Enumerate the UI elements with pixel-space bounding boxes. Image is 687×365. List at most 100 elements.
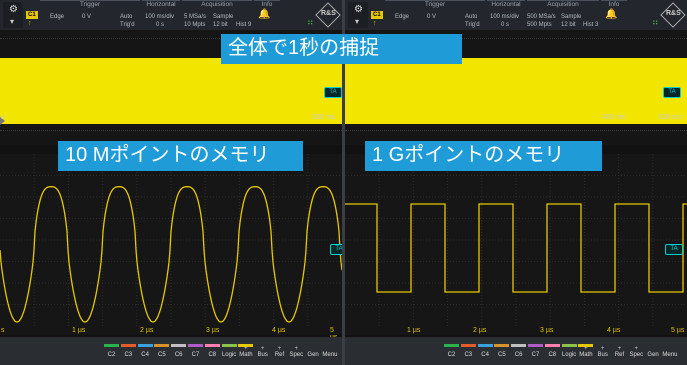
bottom-button-c5[interactable]: C5 <box>154 344 170 365</box>
bottom-button-bus[interactable]: + Bus <box>255 345 270 365</box>
edge-slope-icon: ↑ <box>373 20 377 27</box>
bottom-button-spec[interactable]: + Spec <box>629 345 644 365</box>
bottom-button-c7[interactable]: C7 <box>528 344 543 365</box>
horizontal-section[interactable]: Horizontal 100 ms/div 0 s <box>142 0 180 30</box>
channel-color-stripe <box>154 344 170 347</box>
horizontal-section[interactable]: Horizontal 100 ms/div 0 s <box>487 0 525 30</box>
bottom-button-c6[interactable]: C6 <box>511 344 527 365</box>
channel-color-stripe <box>171 344 187 347</box>
bottom-button-c5[interactable]: C5 <box>494 344 510 365</box>
bottom-button-ref[interactable]: + Ref <box>612 345 627 365</box>
trigger-section[interactable]: Trigger Edge 0 V Auto Trig'd <box>385 0 485 30</box>
bottom-button-label: C7 <box>191 352 200 358</box>
trigger-type: Edge <box>50 14 65 20</box>
bottom-button-label: C4 <box>481 352 489 358</box>
caption-banner-left: 10 Mポイントのメモリ <box>58 141 303 171</box>
bottom-button-c4[interactable]: C4 <box>477 344 493 365</box>
channel-color-stripe <box>460 344 476 347</box>
trigger-mode: Auto <box>465 14 478 20</box>
overview-trace-band <box>0 58 342 124</box>
bottom-button-menu[interactable]: Menu <box>662 345 677 365</box>
trigger-title: Trigger <box>40 0 140 9</box>
bottom-button-c6[interactable]: C6 <box>171 344 187 365</box>
acq-rate: 500 MSa/s <box>527 14 556 20</box>
settings-button[interactable]: ⚙ ▾ <box>348 2 368 28</box>
add-icon: + <box>634 346 639 352</box>
horizontal-scale: 100 ms/div <box>145 14 175 20</box>
bottom-button-label: Spec <box>289 352 304 358</box>
bottom-button-label: Menu <box>322 352 338 358</box>
chevron-down-icon: ▾ <box>355 17 360 26</box>
info-section[interactable]: Info 🔔 <box>601 0 627 30</box>
bell-icon: 🔔 <box>258 9 271 20</box>
bottom-button-c2[interactable]: C2 <box>104 344 119 365</box>
trigger-section[interactable]: Trigger Edge 0 V Auto Trig'd <box>40 0 140 30</box>
bottom-button-label: C4 <box>141 352 149 358</box>
bottom-button-label: C3 <box>464 352 473 358</box>
ta-marker[interactable]: TA <box>330 244 342 255</box>
acquisition-section[interactable]: Acquisition 500 MSa/s 500 Mpts Sample 12… <box>527 0 599 30</box>
overview-axis-right: 500 ms <box>659 114 682 121</box>
bottom-button-c7[interactable]: C7 <box>188 344 203 365</box>
acq-points: 500 Mpts <box>527 22 552 28</box>
bottom-button-menu[interactable]: Menu <box>322 345 337 365</box>
bottom-button-c8[interactable]: C8 <box>544 344 560 365</box>
zoom-axis-tick: 2 µs <box>140 327 154 334</box>
add-icon: + <box>244 346 248 352</box>
channel-badge[interactable]: C1 <box>371 11 383 19</box>
acquisition-section[interactable]: Acquisition 5 MSa/s 10 Mpts Sample 12 bi… <box>182 0 252 30</box>
bottom-button-ref[interactable]: + Ref <box>272 345 287 365</box>
info-section[interactable]: Info 🔔 <box>254 0 280 30</box>
trigger-marker-icon[interactable] <box>0 117 5 125</box>
ta-marker[interactable]: TA <box>665 244 683 255</box>
overview-waveform[interactable]: TA <box>345 30 687 145</box>
channel-badge[interactable]: C1 <box>26 11 38 19</box>
bottom-button-c3[interactable]: C3 <box>120 344 136 365</box>
zoom-grid <box>345 154 687 326</box>
acquisition-title: Acquisition <box>182 0 252 9</box>
channel-color-stripe <box>544 344 560 347</box>
ta-marker[interactable]: TA <box>324 87 342 98</box>
trigger-title: Trigger <box>385 0 485 9</box>
trigger-level: 0 V <box>427 14 437 20</box>
top-toolbar: ⚙ ▾ C1 ↑ Trigger Edge 0 V Auto Trig'd Ho… <box>0 0 342 30</box>
bottom-button-gen[interactable]: Gen <box>306 345 321 365</box>
grid-line <box>345 130 687 132</box>
zoom-plot-right <box>345 154 687 326</box>
bottom-button-math[interactable]: + Math <box>238 344 254 365</box>
zoom-axis-tick: 3 µs <box>540 327 554 334</box>
zoom-axis-tick: 1 µs <box>407 327 421 334</box>
horizontal-offset: 0 s <box>156 22 165 28</box>
settings-button[interactable]: ⚙ ▾ <box>3 2 23 28</box>
network-icon: ⠶ <box>307 17 313 27</box>
bottom-button-math[interactable]: + Math <box>578 344 594 365</box>
gear-icon: ⚙ <box>9 4 18 15</box>
bottom-button-spec[interactable]: + Spec <box>289 345 304 365</box>
bottom-button-label: Gen <box>647 352 659 358</box>
bottom-button-c8[interactable]: C8 <box>204 344 220 365</box>
zoom-axis-tick: s <box>1 327 5 334</box>
zoom-axis-tick: 4 µs <box>272 327 286 334</box>
bottom-button-label: C3 <box>124 352 133 358</box>
zoom-axis-tick: 1 µs <box>72 327 86 334</box>
zoom-waveform[interactable]: TA <box>345 154 687 335</box>
bottom-button-gen[interactable]: Gen <box>646 345 661 365</box>
bottom-button-c4[interactable]: C4 <box>137 344 153 365</box>
bottom-button-logic[interactable]: Logic <box>561 344 577 365</box>
channel-color-stripe <box>120 344 136 347</box>
gear-icon: ⚙ <box>354 4 363 15</box>
channel-color-stripe <box>494 344 510 347</box>
bottom-button-bus[interactable]: + Bus <box>595 345 610 365</box>
trigger-level: 0 V <box>82 14 92 20</box>
grid-line <box>0 130 342 132</box>
channel-color-stripe <box>511 344 527 347</box>
bottom-button-c3[interactable]: C3 <box>460 344 476 365</box>
ta-marker[interactable]: TA <box>663 87 681 98</box>
acq-bits: 12 bit <box>213 22 228 28</box>
bottom-button-logic[interactable]: Logic <box>221 344 237 365</box>
network-icon: ⠶ <box>652 17 658 27</box>
zoom-waveform[interactable]: TA <box>0 154 342 335</box>
bottom-button-c2[interactable]: C2 <box>444 344 459 365</box>
rs-logo-text: R&S <box>666 10 681 17</box>
bottom-button-label: Logic <box>561 352 577 358</box>
